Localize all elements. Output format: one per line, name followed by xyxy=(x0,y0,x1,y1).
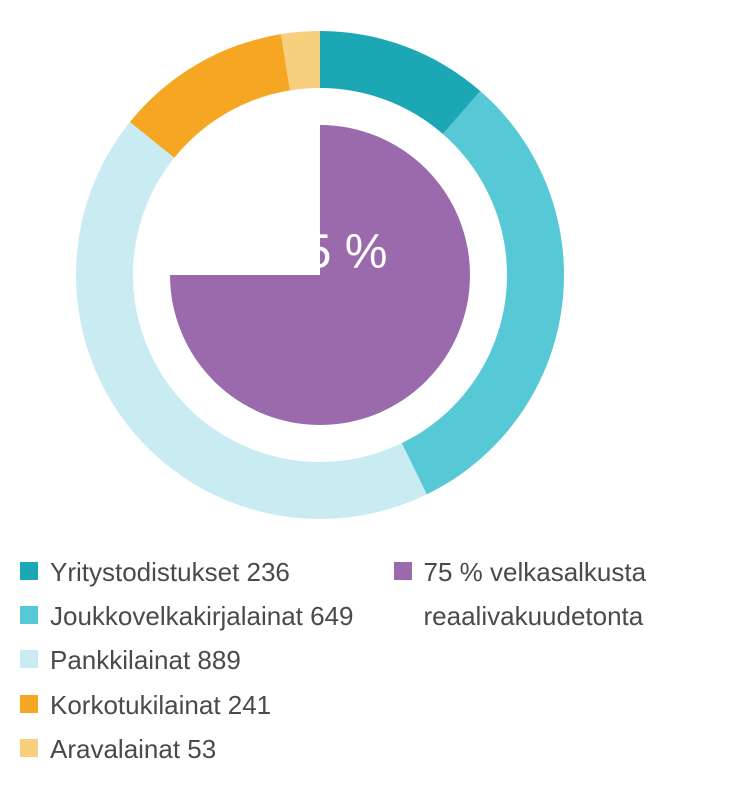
legend-swatch-icon xyxy=(20,695,38,713)
legend-swatch-icon xyxy=(394,562,412,580)
chart-figure: 75 % Yritystodistukset 236Joukkovelkakir… xyxy=(0,0,749,794)
legend-label: Korkotukilainat 241 xyxy=(50,683,271,727)
legend-item-left-2: Pankkilainat 889 xyxy=(20,638,354,682)
legend-swatch-icon xyxy=(20,562,38,580)
legend-left-column: Yritystodistukset 236Joukkovelkakirjalai… xyxy=(20,550,354,771)
legend-label: 75 % velkasalkusta reaalivakuudetonta xyxy=(424,550,647,638)
legend-swatch-icon xyxy=(20,606,38,624)
center-label: 75 % xyxy=(278,226,387,279)
legend-swatch-icon xyxy=(20,739,38,757)
legend-item-left-3: Korkotukilainat 241 xyxy=(20,683,354,727)
donut-svg: 75 % xyxy=(40,10,600,540)
legend: Yritystodistukset 236Joukkovelkakirjalai… xyxy=(20,550,729,771)
legend-label: Yritystodistukset 236 xyxy=(50,550,290,594)
legend-swatch-icon xyxy=(20,650,38,668)
legend-item-left-4: Aravalainat 53 xyxy=(20,727,354,771)
legend-item-left-0: Yritystodistukset 236 xyxy=(20,550,354,594)
donut-chart: 75 % xyxy=(40,10,600,540)
legend-label: Pankkilainat 889 xyxy=(50,638,241,682)
donut-segment-3 xyxy=(130,34,290,158)
legend-item-left-1: Joukkovelkakirjalainat 649 xyxy=(20,594,354,638)
legend-label: Aravalainat 53 xyxy=(50,727,216,771)
donut-segment-0 xyxy=(320,31,480,134)
legend-label: Joukkovelkakirjalainat 649 xyxy=(50,594,354,638)
legend-item-right-0: 75 % velkasalkusta reaalivakuudetonta xyxy=(394,550,647,638)
legend-right-column: 75 % velkasalkusta reaalivakuudetonta xyxy=(394,550,647,771)
